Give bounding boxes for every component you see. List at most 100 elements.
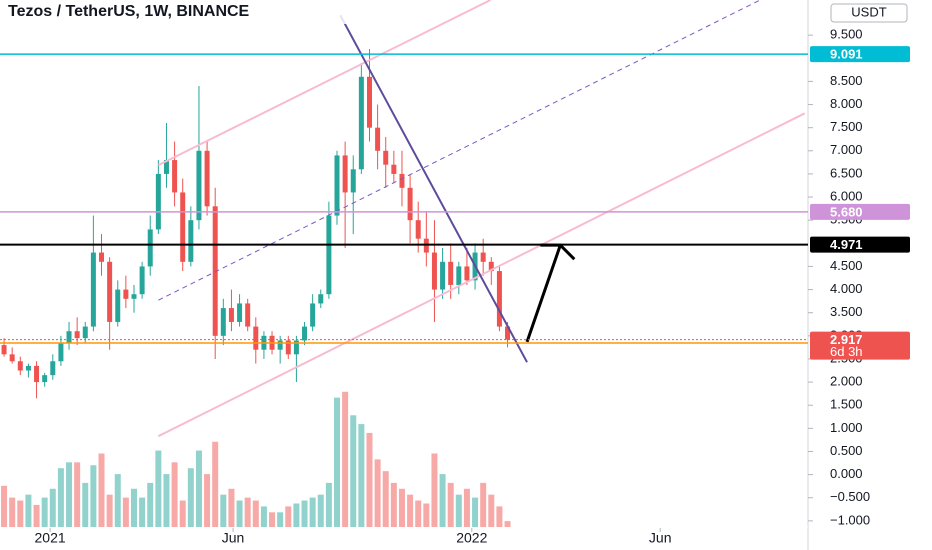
candle-body — [34, 365, 40, 383]
volume-bar — [415, 500, 422, 527]
candle-body — [253, 326, 259, 350]
last-price-label: 2.917 — [830, 332, 863, 347]
candle-body — [383, 150, 389, 165]
y-tick-label: 6.000 — [830, 188, 863, 203]
y-tick-label: 7.500 — [830, 119, 863, 134]
candle-body — [204, 150, 210, 207]
trend-line — [158, 0, 761, 301]
candle-body — [196, 150, 202, 221]
plot-area — [0, 0, 808, 527]
y-tick-label: 7.000 — [830, 142, 863, 157]
x-tick-label: 2021 — [35, 530, 66, 546]
volume-bar — [212, 441, 219, 527]
volume-bar — [301, 500, 308, 527]
candle-body — [375, 127, 381, 151]
volume-bar — [66, 462, 73, 527]
volume-bar — [155, 450, 162, 527]
candle-body — [440, 261, 446, 290]
candle-body — [496, 271, 502, 327]
candle-body — [74, 331, 80, 339]
countdown: 6d 3h — [830, 344, 863, 359]
candle-body — [415, 220, 421, 239]
volume-bar — [114, 474, 121, 527]
candle-body — [310, 303, 316, 327]
volume-bar — [431, 453, 438, 527]
volume-bar — [382, 471, 389, 527]
candle-body — [172, 160, 178, 193]
chart-title: Tezos / TetherUS, 1W, BINANCE — [8, 3, 250, 20]
candle-body — [366, 76, 372, 128]
candle-body — [123, 289, 129, 299]
volume-bar — [423, 503, 430, 527]
y-tick-label: 8.000 — [830, 96, 863, 111]
currency: USDT — [851, 4, 886, 19]
y-tick-label: 1.500 — [830, 397, 863, 412]
y-tick-label: −0.500 — [830, 489, 870, 504]
volume-bar — [472, 497, 479, 527]
volume-bar — [220, 494, 227, 527]
title-bg — [0, 0, 440, 24]
candle-body — [456, 266, 462, 285]
candle-body — [58, 342, 64, 362]
volume-bar — [252, 500, 259, 527]
volume-bar — [228, 488, 235, 527]
candle-body — [293, 340, 299, 355]
candle-body — [163, 160, 169, 174]
volume-bar — [17, 500, 24, 527]
x-tick-label: Jun — [649, 530, 672, 546]
volume-bar — [358, 424, 365, 527]
candle-body — [115, 289, 121, 322]
volume-bar — [163, 474, 170, 527]
volume-bar — [41, 497, 48, 527]
volume-bar — [317, 494, 324, 527]
volume-bar — [25, 494, 32, 527]
volume-bar — [366, 432, 373, 527]
volume-bar — [204, 474, 211, 527]
volume-bar — [504, 521, 511, 527]
volume-bar — [9, 497, 16, 527]
volume-bar — [139, 497, 146, 527]
volume-bar — [74, 462, 81, 527]
y-tick-label: 9.500 — [830, 27, 863, 42]
candle-body — [90, 252, 96, 327]
y-tick-label: 4.500 — [830, 258, 863, 273]
volume-bar — [130, 488, 137, 527]
y-tick-label: 6.500 — [830, 165, 863, 180]
level-label: 5.680 — [830, 204, 863, 219]
candle-body — [277, 340, 283, 350]
volume-bar — [439, 474, 446, 527]
candle-body — [505, 326, 511, 340]
candle-body — [334, 155, 340, 216]
y-tick-label: 4.000 — [830, 281, 863, 296]
volume-bar — [496, 506, 503, 527]
volume-bar — [342, 391, 349, 527]
volume-bar — [285, 506, 292, 527]
volume-bar — [334, 397, 341, 527]
volume-bar — [480, 482, 487, 527]
volume-bar — [147, 482, 154, 527]
trend-line — [157, 0, 491, 167]
volume-bar — [350, 415, 357, 527]
volume-bar — [122, 497, 129, 527]
candle-body — [358, 76, 364, 170]
candle-body — [488, 261, 494, 272]
candle-body — [147, 229, 153, 267]
candle-body — [50, 361, 56, 376]
candle-body — [391, 164, 397, 174]
level-label: 9.091 — [830, 47, 863, 62]
level-label: 4.971 — [830, 237, 863, 252]
x-tick-label: 2022 — [456, 530, 487, 546]
trend-line — [339, 14, 528, 363]
candle-body — [99, 252, 105, 262]
volume-bar — [49, 488, 56, 527]
level-tag — [810, 46, 910, 63]
candle-body — [302, 326, 308, 341]
candle-body — [220, 308, 226, 336]
candle-body — [399, 173, 405, 188]
candle-body — [228, 308, 234, 322]
volume-bar — [455, 494, 462, 527]
candle-body — [407, 187, 413, 221]
candle-body — [131, 294, 137, 299]
volume-bar — [1, 485, 8, 527]
